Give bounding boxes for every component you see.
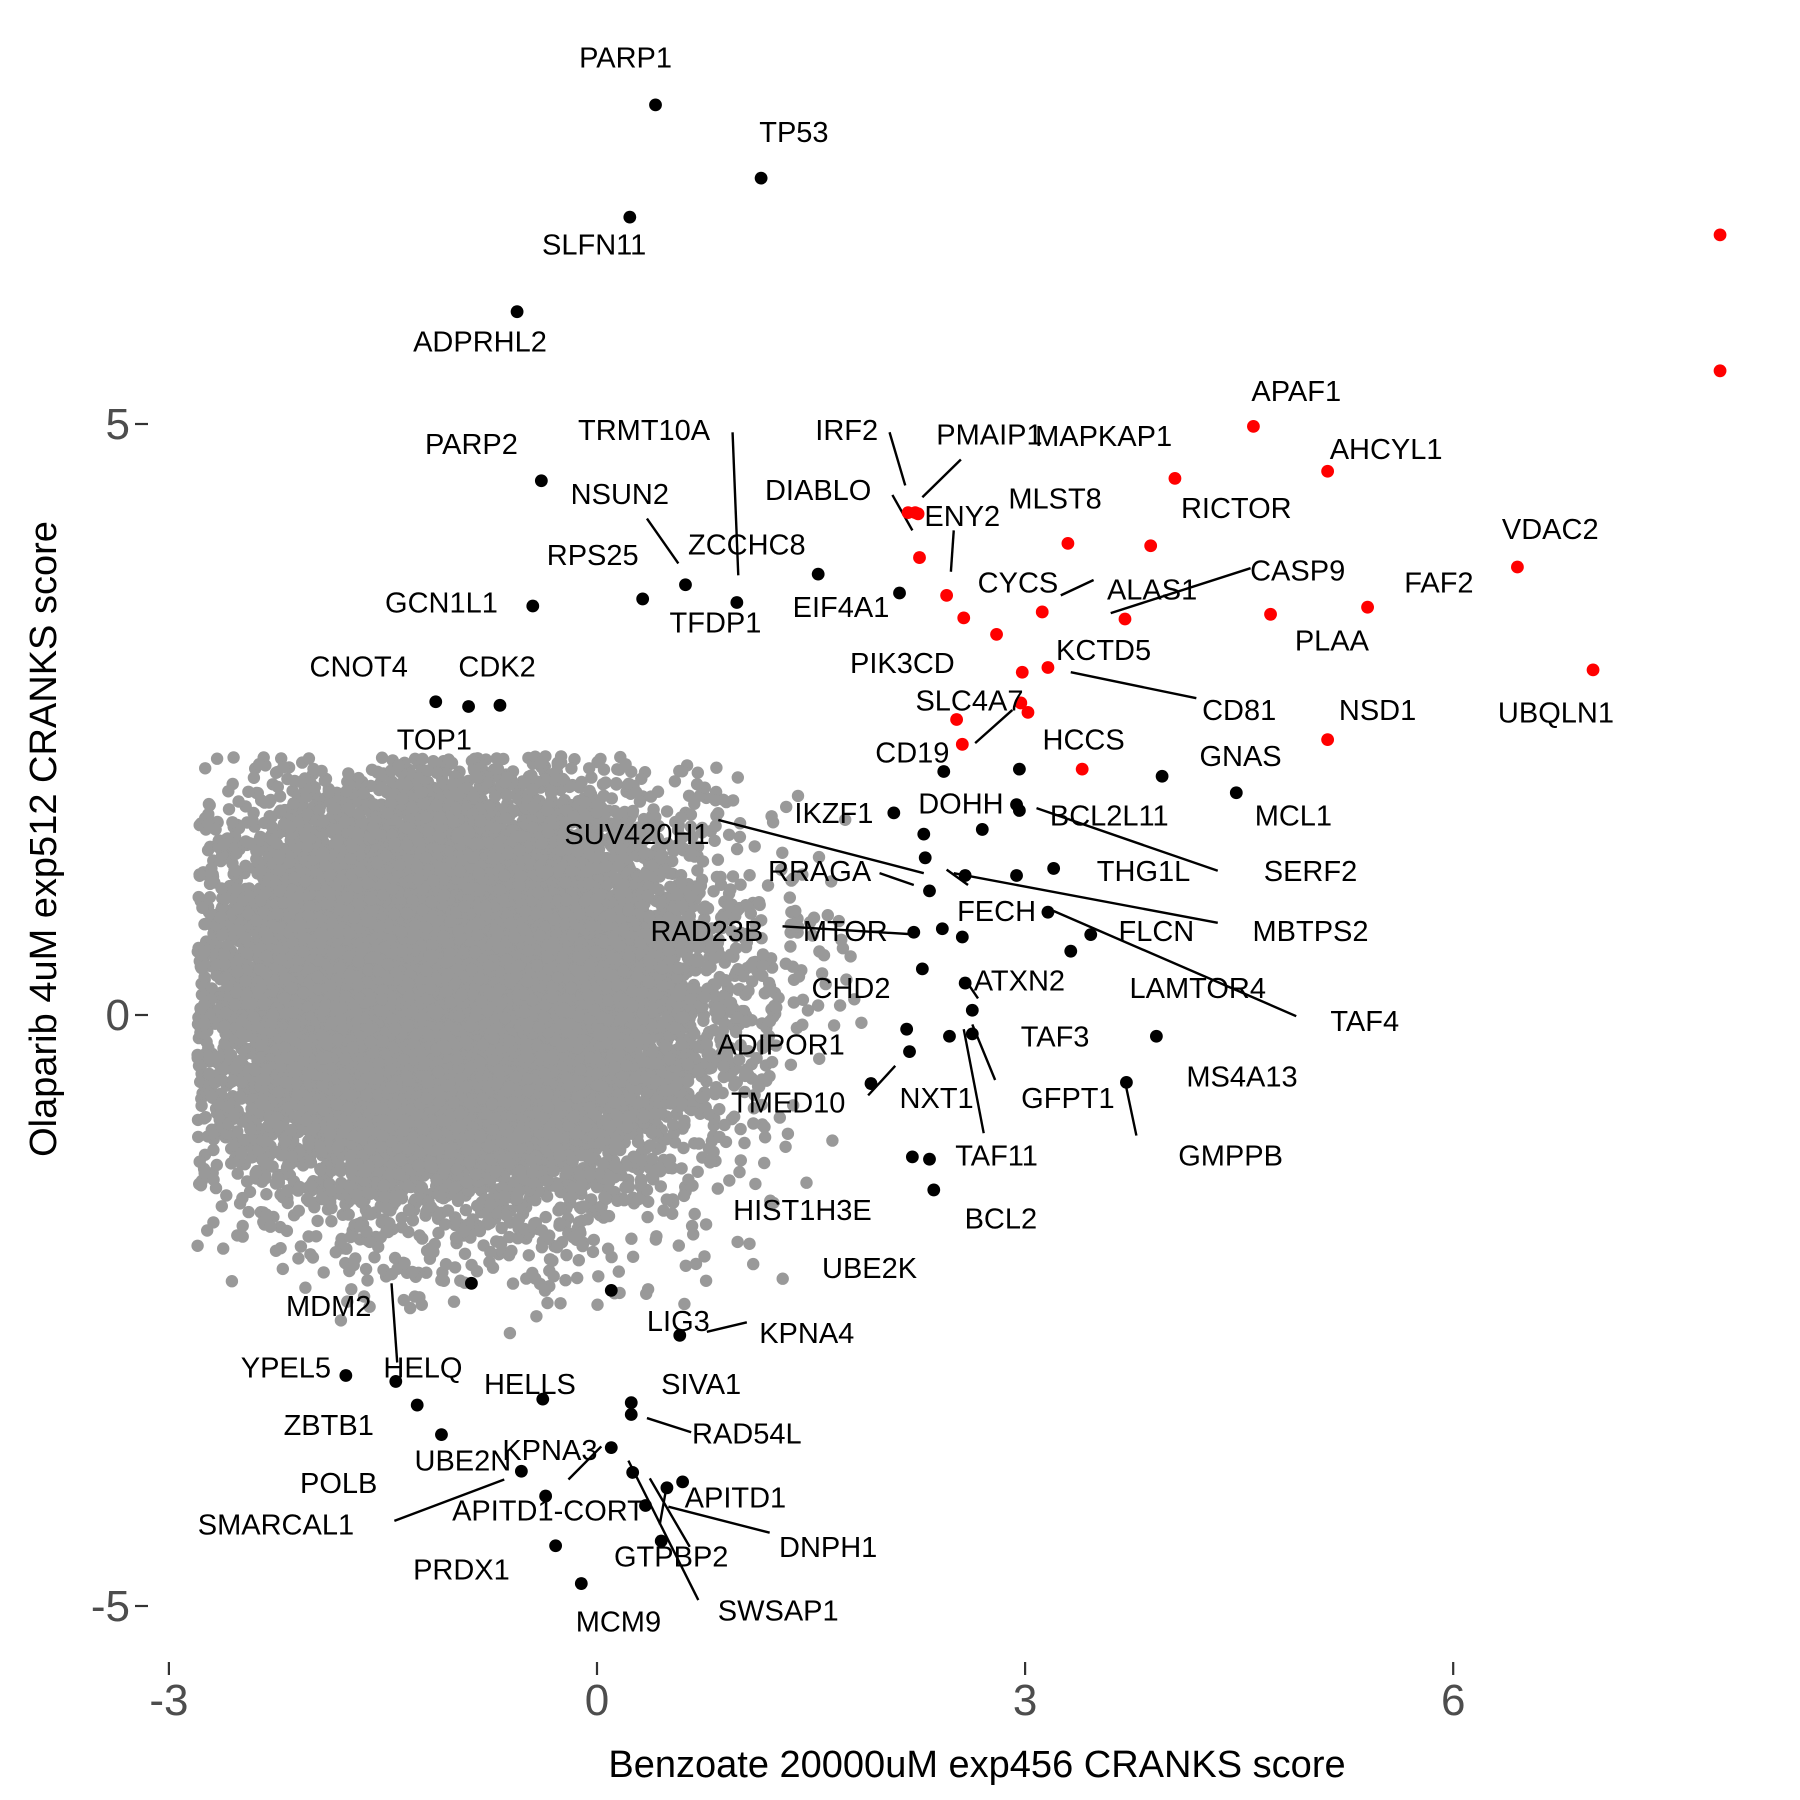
bg-point — [699, 1274, 713, 1288]
bg-point — [294, 1240, 308, 1253]
bg-point — [815, 967, 829, 980]
bg-point — [743, 869, 756, 882]
bg-point — [311, 1214, 324, 1228]
bg-point — [731, 1235, 744, 1249]
bg-point — [708, 834, 721, 847]
bg-point — [686, 830, 699, 843]
bg-point — [691, 766, 704, 779]
bg-point — [368, 1251, 381, 1264]
bg-point — [675, 1162, 688, 1175]
bg-point — [801, 1004, 815, 1017]
bg-point — [292, 1252, 305, 1265]
bg-point — [811, 999, 825, 1012]
bg-point — [559, 1274, 572, 1287]
bg-point — [780, 800, 793, 814]
bg-point — [227, 751, 240, 764]
bg-point — [210, 1158, 223, 1172]
bg-point — [554, 1297, 567, 1310]
background-gene-points — [191, 750, 868, 1340]
bg-point — [812, 850, 826, 864]
bg-point — [276, 1262, 289, 1276]
bg-point — [210, 752, 224, 765]
bg-point — [844, 950, 857, 963]
bg-point — [787, 1099, 800, 1112]
bg-point — [530, 1310, 543, 1323]
bg-point — [625, 1232, 638, 1245]
bg-point — [707, 885, 720, 898]
bg-point — [586, 1245, 600, 1259]
bg-point — [304, 1248, 317, 1261]
bg-point — [784, 1058, 798, 1072]
bg-point — [560, 1248, 573, 1262]
